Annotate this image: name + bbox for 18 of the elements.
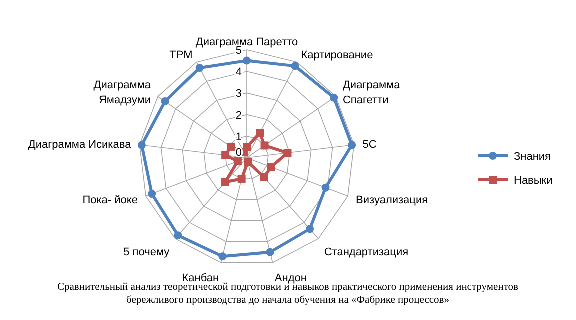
spoke-label: Визуализация: [356, 194, 428, 206]
spoke-label: 5 почему: [124, 246, 170, 258]
spoke-label: ТРМ: [170, 50, 193, 62]
spoke-label: 5С: [362, 138, 377, 151]
y-tick-label: 3: [236, 88, 242, 100]
y-tick-label: 1: [236, 131, 242, 144]
legend-label: Знания: [514, 151, 552, 163]
spoke-label: Андон: [274, 272, 307, 284]
spoke-label: Диаграмма Ямадзуми: [94, 80, 152, 107]
legend-label: Навыки: [514, 175, 553, 187]
spoke-label: Стандартизация: [324, 246, 409, 258]
spoke-label: Канбан: [182, 272, 220, 284]
spoke-label: Пока- йоке: [82, 194, 138, 206]
y-tick-label: 4: [236, 66, 242, 79]
y-tick-label: 2: [236, 110, 242, 122]
spoke-label: Диаграмма Спагетти: [342, 80, 402, 107]
spoke-label: Диаграмма Исикава: [28, 138, 132, 151]
spoke-label: Картирование: [301, 50, 374, 62]
